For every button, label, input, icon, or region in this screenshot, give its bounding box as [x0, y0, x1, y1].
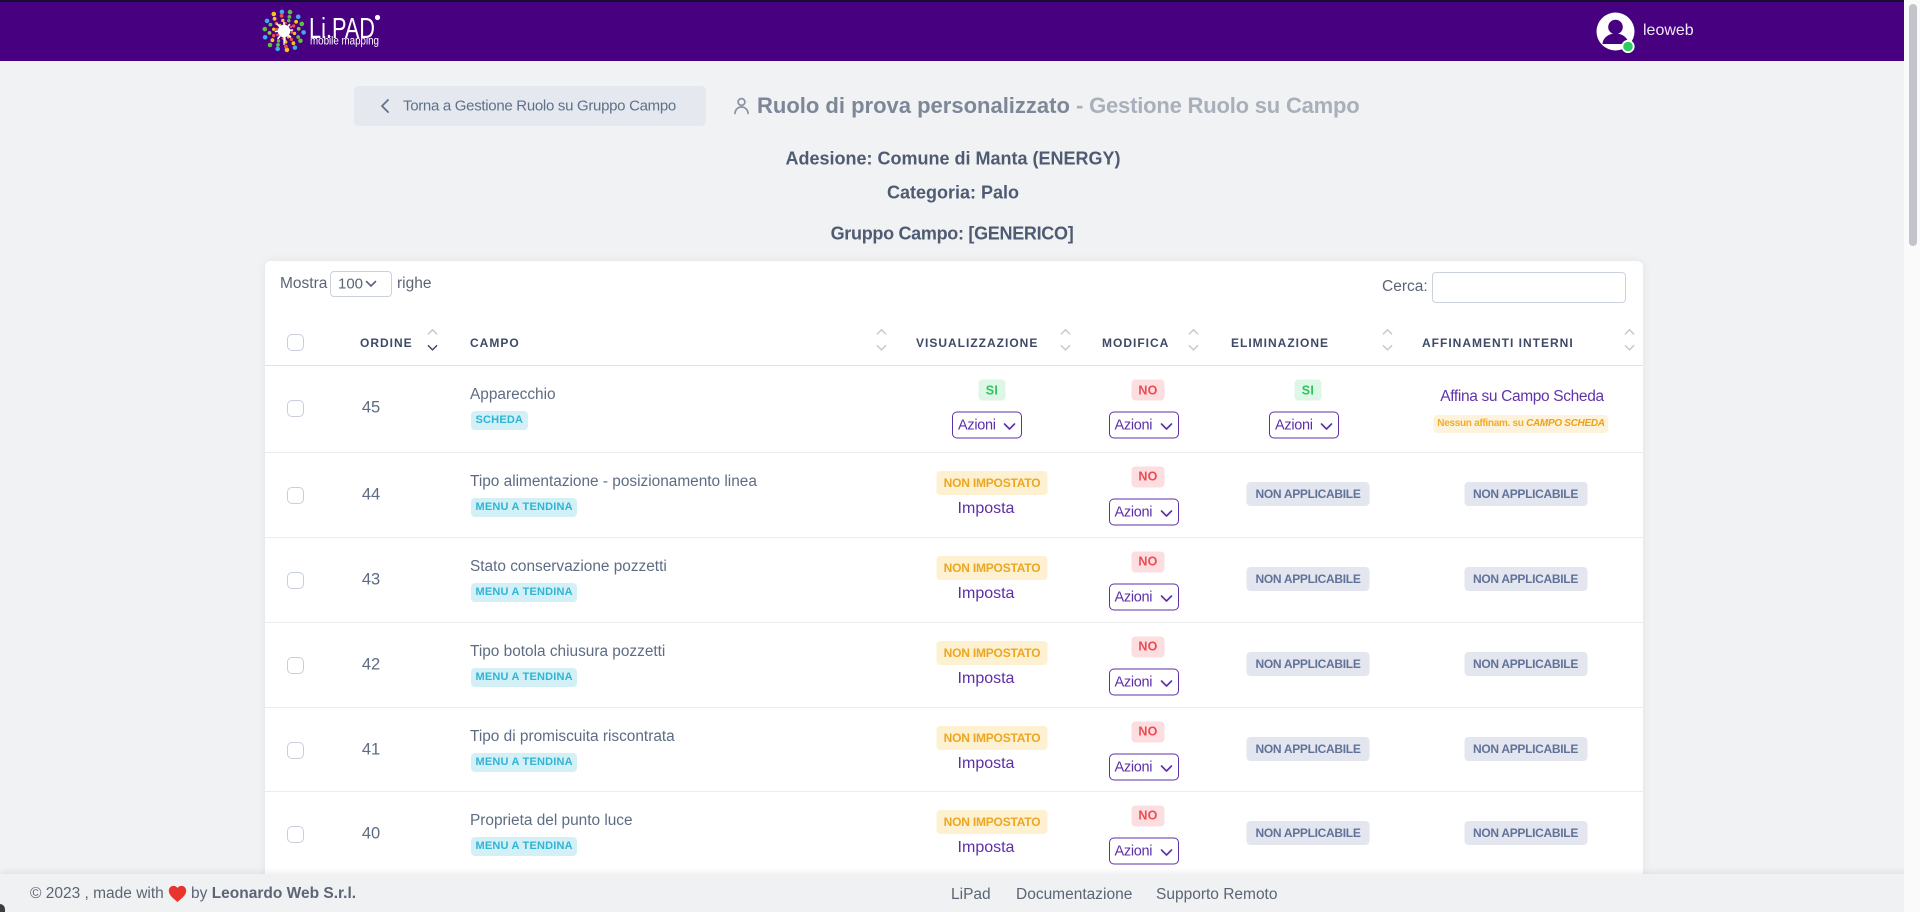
svg-text:mobile mapping: mobile mapping: [310, 34, 379, 48]
svg-text:Li.PAD: Li.PAD: [309, 13, 375, 45]
